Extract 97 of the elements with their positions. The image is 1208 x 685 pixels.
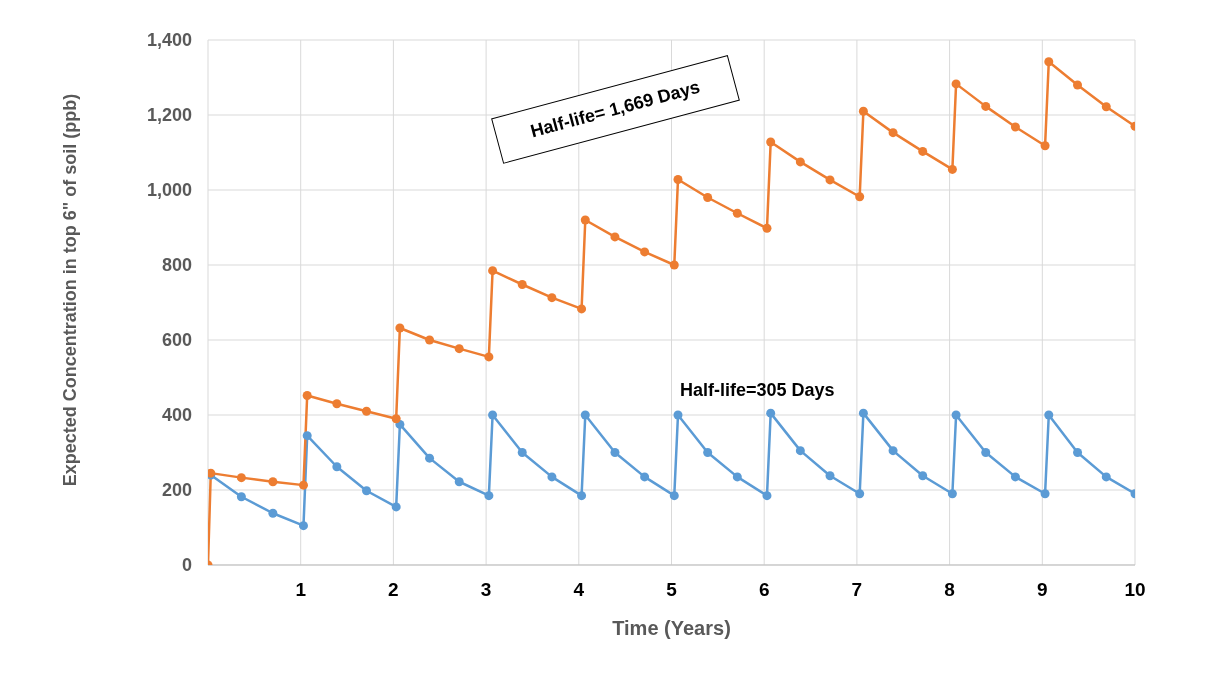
x-tick-label: 8 [944,579,955,601]
point [302,391,312,400]
point [673,175,683,184]
point [825,471,835,481]
x-tick-label: 3 [480,579,492,601]
point [268,477,278,487]
point [1101,472,1111,482]
y-axis-title: Expected Concentration in top 6" of soil (ppb) [59,92,81,489]
y-tick-label: 400 [161,405,192,426]
point [766,137,776,147]
point [732,208,742,218]
point [362,486,372,496]
point [577,304,587,314]
x-tick-label: 9 [1037,579,1048,601]
x-axis-title: Time (Years) [612,617,731,639]
point [762,223,772,233]
x-tick-label: 5 [666,579,678,601]
point [236,473,246,483]
point [766,408,776,418]
point [1044,410,1054,420]
point [517,448,527,457]
y-tick-label: 1,000 [146,180,192,201]
point [947,164,957,174]
point [795,157,805,167]
x-tick-label: 7 [851,579,863,601]
point [332,462,342,472]
y-tick-label: 200 [161,480,192,501]
point [732,472,742,482]
point [858,106,868,116]
point [918,471,928,481]
point [298,480,308,490]
point [1010,122,1020,132]
point [1101,102,1111,112]
point [236,492,246,502]
point [580,410,590,420]
point [1073,448,1083,457]
point [1040,489,1050,499]
point [1073,80,1083,90]
point [268,508,278,518]
y-tick-label: 1,400 [146,30,192,51]
point [454,344,464,354]
point [302,431,312,441]
point [703,193,713,202]
point [918,146,928,156]
point [795,446,805,456]
point [669,260,679,270]
point [484,352,494,362]
y-tick-label: 800 [161,255,192,276]
point [888,446,898,456]
note-box: Half-life= 1,669 Days [491,55,740,164]
point [855,489,865,499]
point [391,414,401,424]
y-tick-label: 1,200 [146,105,192,126]
point [298,521,308,531]
x-tick-label: 4 [573,579,585,601]
x-tick-label: 2 [388,579,399,601]
point [610,232,620,242]
point [577,491,587,501]
x-tick-label: 6 [758,579,770,601]
point [858,408,868,418]
point [855,192,865,202]
point [888,128,898,138]
point [981,448,991,457]
annotation: Half-life=305 Days [680,380,835,401]
y-tick-label: 0 [181,555,192,576]
point [488,266,498,276]
point [1040,141,1050,151]
point [454,477,464,487]
point [640,472,650,482]
x-tick-label: 10 [1124,579,1146,601]
point [391,502,401,512]
point [362,406,372,416]
point [547,293,557,303]
point [640,247,650,257]
point [951,79,961,89]
point [673,410,683,420]
point [1044,57,1054,67]
y-tick-label: 600 [161,330,192,351]
point [484,491,494,501]
point [947,489,957,499]
point [1010,472,1020,482]
point [580,215,590,225]
point [825,175,835,185]
point [703,448,713,457]
point [517,280,527,289]
point [425,335,435,345]
point [547,472,557,482]
point [762,491,772,501]
point [395,323,405,333]
point [669,491,679,501]
x-tick-label: 1 [295,579,307,601]
point [425,453,435,463]
point [332,399,342,409]
point [488,410,498,420]
point [981,101,991,111]
point [610,448,620,457]
point [951,410,961,420]
